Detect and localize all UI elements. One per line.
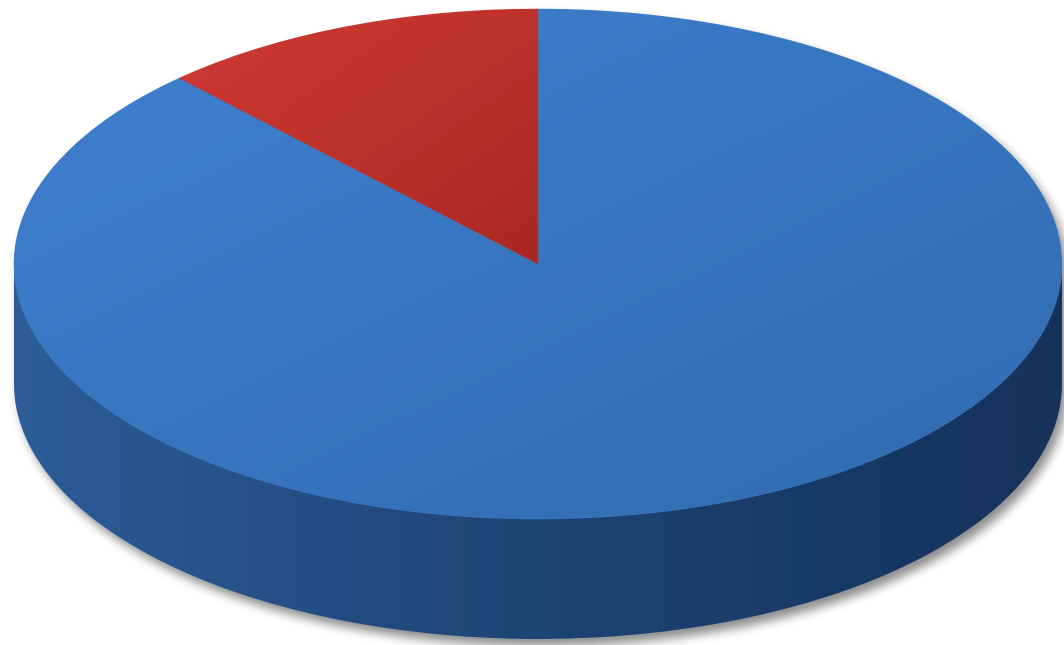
pie-side-wall <box>14 264 1062 639</box>
pie-slice-1 <box>178 8 539 265</box>
pie-group <box>13 8 1063 639</box>
